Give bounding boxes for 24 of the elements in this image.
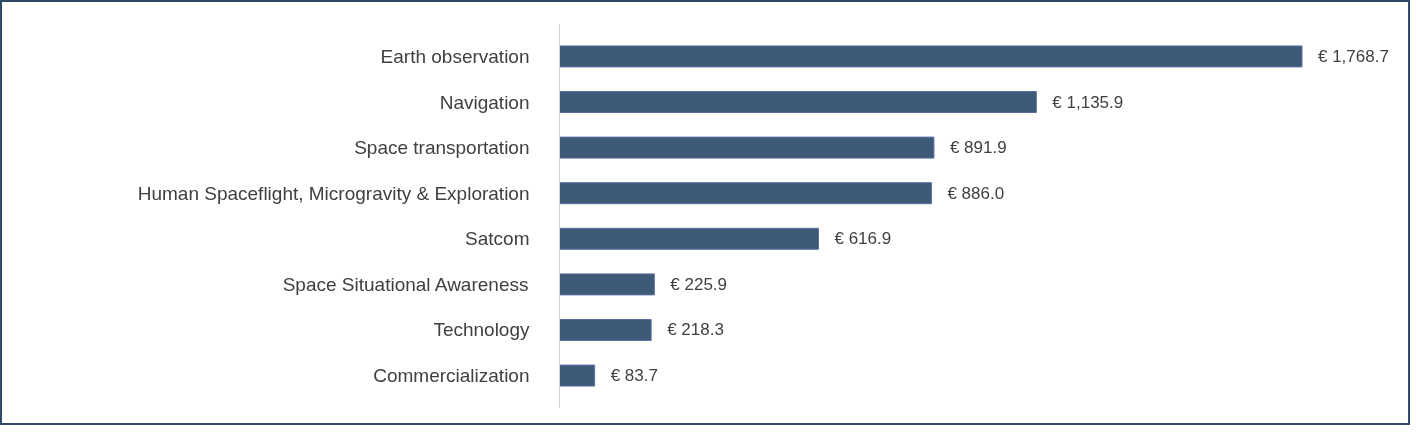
bar xyxy=(559,45,1303,68)
y-tick-label: Satcom xyxy=(465,228,530,250)
bar xyxy=(559,182,932,205)
data-label: € 218.3 xyxy=(667,320,724,340)
y-tick-label: Earth observation xyxy=(380,45,530,67)
y-tick-label: Space Situational Awareness xyxy=(282,273,529,295)
y-tick-label: Technology xyxy=(433,319,530,341)
y-tick-label: Commercialization xyxy=(373,365,530,387)
data-label: € 1,768.7 xyxy=(1317,46,1389,66)
bar xyxy=(559,91,1037,113)
y-tick-label: Space transportation xyxy=(354,137,530,159)
data-label: € 83.7 xyxy=(610,366,658,386)
bar xyxy=(559,319,652,341)
bar xyxy=(559,227,819,250)
bar xyxy=(559,273,655,296)
data-label: € 886.0 xyxy=(947,183,1005,203)
bar xyxy=(559,136,935,159)
y-tick-label: Navigation xyxy=(439,91,530,113)
data-label: € 891.9 xyxy=(949,138,1007,158)
y-tick-label: Human Spaceflight, Microgravity & Exploration xyxy=(137,182,530,204)
data-label: € 225.9 xyxy=(670,274,728,294)
data-label: € 616.9 xyxy=(834,229,892,249)
data-label: € 1,135.9 xyxy=(1052,92,1124,112)
bar xyxy=(559,364,596,387)
